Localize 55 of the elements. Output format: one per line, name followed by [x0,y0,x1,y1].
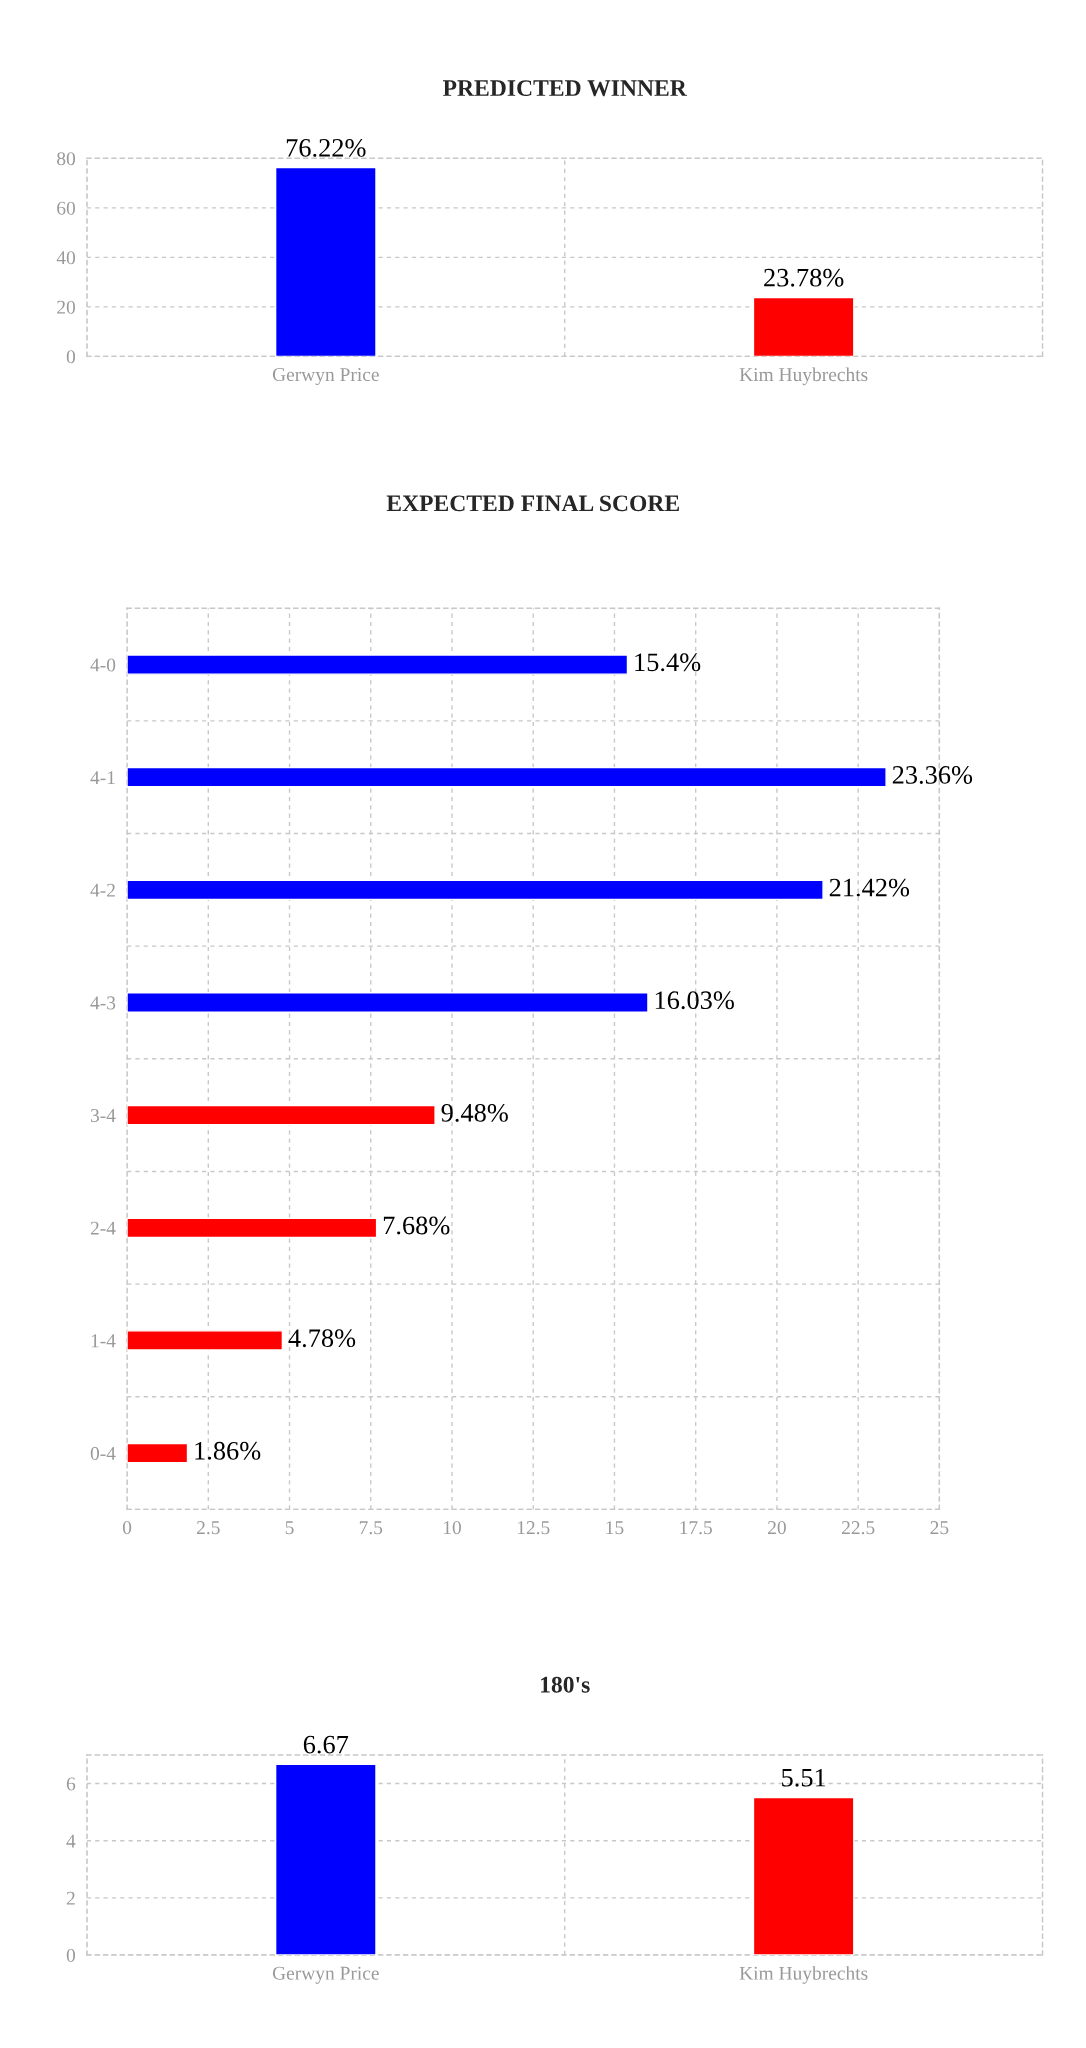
x-tick-label: 0 [122,1521,132,1535]
y-tick-label: 4-0 [90,658,116,672]
data-label: 7.68% [383,1216,450,1235]
y-tick-label: 80 [57,152,76,166]
bar [127,1330,284,1351]
y-tick-label: 0 [66,350,76,364]
y-tick-label: 4-2 [90,883,115,897]
data-label: 21.42% [829,878,910,897]
bar [127,1217,378,1239]
data-label: 23.78% [764,268,844,287]
y-tick-label: 0 [66,1948,76,1962]
y-tick-label: 40 [56,251,76,265]
x-tick-label: 7.5 [359,1521,383,1535]
bar [127,1442,189,1464]
data-label: 1.86% [195,1441,261,1460]
y-tick-label: 4-3 [90,996,116,1010]
x-tick-label: 12.5 [517,1521,550,1535]
x-tick-label: 22.5 [842,1521,875,1535]
x-tick-label: 10 [443,1521,461,1535]
data-label: 9.48% [441,1103,508,1122]
x-tick-label: Kim Huybrechts [739,1966,868,1984]
bar [127,1104,436,1126]
x-tick-label: Gerwyn Price [272,1966,379,1984]
y-tick-label: 4 [66,1834,76,1848]
data-label: 23.36% [892,766,973,784]
y-tick-label: 60 [57,201,76,215]
data-label: 15.4% [635,653,701,672]
y-tick-label: 4-1 [90,771,115,784]
y-tick-label: 3-4 [90,1109,116,1123]
data-label: 5.51 [782,1768,826,1787]
x-tick-label: 2.5 [197,1521,220,1535]
data-label: 16.03% [655,991,734,1010]
data-label: 4.78% [288,1329,356,1348]
bar [127,766,887,788]
x-tick-label: 20 [768,1521,786,1535]
y-tick-label: 1-4 [91,1334,116,1348]
y-tick-label: 20 [57,300,76,314]
y-tick-label: 0-4 [90,1446,116,1460]
bar [127,992,649,1013]
chart-title: 180's [541,1676,590,1693]
x-tick-label: Kim Huybrechts [739,367,868,386]
data-label: 76.22% [286,138,366,157]
bar [127,654,629,675]
x-tick-label: 15 [606,1521,624,1535]
x-tick-label: 25 [930,1521,949,1535]
y-tick-label: 2-4 [90,1221,116,1235]
y-tick-label: 6 [66,1777,76,1791]
x-tick-label: Gerwyn Price [272,368,379,386]
bar [127,879,824,901]
chart-title: PREDICTED WINNER [442,80,688,97]
x-tick-label: 17.5 [680,1521,712,1535]
x-tick-label: 5 [285,1521,294,1535]
chart-title: EXPECTED FINAL SCORE [386,495,679,512]
y-tick-label: 2 [66,1891,75,1905]
data-label: 6.67 [303,1735,349,1754]
